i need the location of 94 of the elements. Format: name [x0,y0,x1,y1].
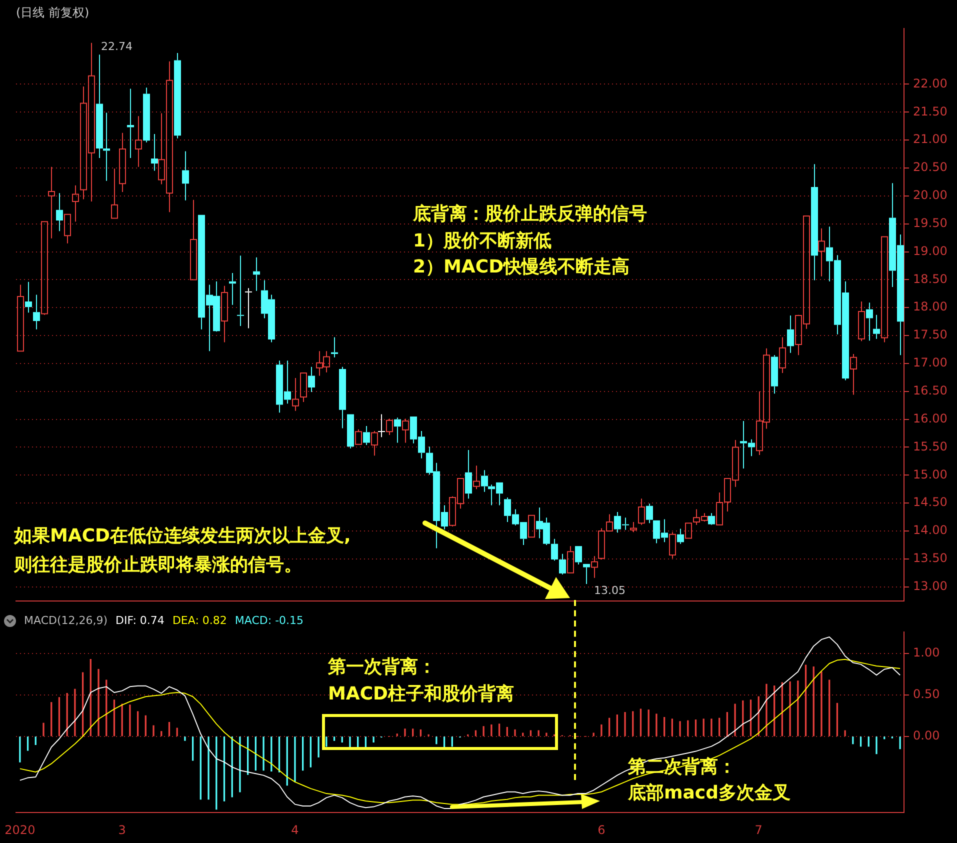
candlestick [481,470,488,492]
candlestick [646,503,653,524]
candlestick [308,366,315,392]
candlestick [48,166,55,239]
candlestick [245,288,252,329]
y-tick-label: 16.00 [913,411,948,426]
candlestick [72,184,79,222]
annotation: 13.05 [594,584,626,597]
candlestick [151,133,158,172]
candlestick [811,164,818,281]
candlestick [64,214,71,244]
candlestick [465,450,472,500]
chart-title: (日线 前复权) [16,5,90,20]
y-tick-label: 19.00 [913,244,948,258]
candlestick [363,426,370,446]
candlestick [779,336,786,374]
y-tick-label: 16.50 [913,384,948,398]
legend-title: MACD(12,26,9) [24,614,108,627]
candlestick [56,192,63,232]
x-tick-label: 7 [754,822,762,837]
candlestick [237,255,244,327]
candlestick [873,314,880,340]
annotation: 底背离：股价止跌反弹的信号 [412,204,647,225]
text: DIF: 0.74 [116,614,164,627]
text: DEA: 0.82 [172,614,227,627]
candlestick [708,512,715,524]
y-tick-label: 22.00 [913,76,948,90]
candlestick [677,528,684,544]
y-tick-label: 20.00 [913,188,948,202]
candlestick [190,199,197,280]
y-tick-label: 19.50 [913,216,948,230]
candlestick [567,546,574,574]
annotation: 如果MACD在低位连续发生两次以上金叉, [13,526,351,547]
candlestick [119,132,126,193]
candlestick [135,116,142,168]
y-tick-label: 0.50 [913,687,940,702]
candlestick [339,366,346,429]
candlestick [111,168,118,219]
annotation: 底部macd多次金叉 [627,782,790,804]
candlestick [473,465,480,490]
candlestick [143,87,150,143]
annotation: 2）MACD快慢线不断走高 [413,256,630,278]
y-tick-label: 15.50 [913,439,948,454]
candlestick [300,372,307,402]
candlestick [866,302,873,342]
y-tick-label: 21.50 [913,104,948,118]
y-tick-label: 20.50 [913,160,948,174]
candlestick [33,294,40,330]
y-tick-label: 14.00 [913,523,948,538]
candlestick [858,300,865,342]
candlestick [850,353,857,396]
y-tick-label: 0.00 [913,728,940,743]
candlestick [551,538,558,562]
annotation: 第一次背离： [327,656,436,678]
y-tick-label: 18.00 [913,300,948,314]
candlestick [771,354,778,394]
x-tick-label: 6 [598,822,606,837]
candlestick [638,498,645,526]
candlestick [378,414,385,438]
candlestick [182,150,189,201]
candlestick [583,564,590,585]
candlestick [591,556,598,578]
y-tick-label: 1.00 [913,646,940,660]
candlestick [787,314,794,354]
candlestick [292,377,299,412]
candlestick [669,532,676,559]
text: MACD: -0.15 [234,614,304,627]
candlestick [347,414,354,449]
y-tick-label: 13.00 [913,578,948,593]
candlestick [394,417,401,444]
y-tick-label: 21.00 [913,132,948,146]
candlestick [402,418,409,444]
x-tick-label: 2020 [4,822,36,837]
y-tick-label: 15.00 [913,467,948,482]
candlestick [96,54,103,158]
y-tick-label: 13.50 [913,551,948,566]
candlestick [559,553,566,576]
candlestick [386,418,393,436]
annotation: 则往往是股价止跌即将暴涨的信号。 [13,554,302,576]
annotation: 1）股价不断新低 [413,230,552,252]
candlestick [818,228,825,277]
candlestick [371,430,378,456]
annotation: 22.74 [101,40,132,53]
candlestick [25,281,32,314]
candlestick [221,285,228,343]
x-tick-label: 3 [118,822,126,837]
candlestick [17,284,24,352]
y-tick-label: 14.50 [913,495,948,510]
y-tick-label: 17.00 [913,356,948,370]
x-tick-label: 4 [291,822,299,837]
annotation: MACD柱子和股价背离 [328,684,514,705]
candlestick [174,52,181,139]
y-tick-label: 17.50 [913,328,948,342]
y-tick-label: 18.50 [913,272,948,286]
